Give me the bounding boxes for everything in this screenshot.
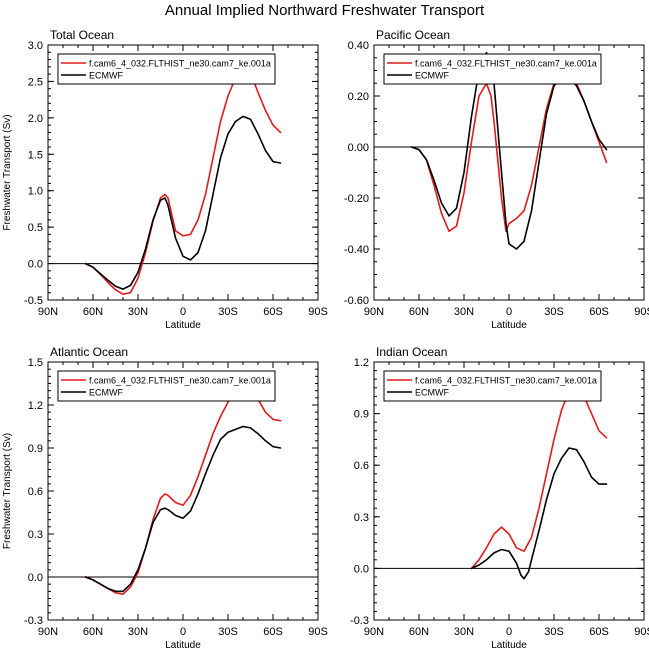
legend-box xyxy=(57,53,276,85)
y-tick-label: 1.5 xyxy=(28,357,43,369)
y-tick-label: 3.0 xyxy=(28,40,43,52)
x-tick-label: 60N xyxy=(83,626,103,638)
x-tick-label: 90N xyxy=(38,626,58,638)
y-tick-label: 0.0 xyxy=(354,563,369,575)
series-line-model xyxy=(470,385,608,570)
y-tick-label: 0.6 xyxy=(354,460,369,472)
x-tick-label: 30S xyxy=(544,306,564,318)
y-tick-label: 1.2 xyxy=(354,357,369,369)
x-axis-label: Latitude xyxy=(491,640,527,651)
legend-box xyxy=(383,53,602,85)
x-tick-label: 60S xyxy=(589,306,609,318)
series-line-ecmwf xyxy=(84,115,282,290)
y-tick-label: 0.9 xyxy=(354,409,369,421)
chart-panel-2: Pacific Ocean 90N 60N 30N 0 30S 60S 90S -0.60 -0.… xyxy=(344,28,649,331)
series-line-model xyxy=(410,72,608,232)
series-line-ecmwf xyxy=(84,425,282,593)
y-tick-label: -0.40 xyxy=(344,244,369,256)
legend-label-ecmwf: ECMWF xyxy=(415,71,449,81)
y-axis-label: Freshwater Transport (Sv) xyxy=(2,433,13,549)
y-tick-label: 1.2 xyxy=(28,400,43,412)
x-tick-label: 90S xyxy=(308,306,328,318)
y-axis-label: Freshwater Transport (Sv) xyxy=(2,114,13,230)
x-tick-label: 0 xyxy=(506,306,512,318)
legend-box xyxy=(57,370,276,402)
legend-label-model: f.cam6_4_032.FLTHIST_ne30.cam7_ke.001a xyxy=(89,376,271,386)
legend-label-model: f.cam6_4_032.FLTHIST_ne30.cam7_ke.001a xyxy=(415,59,597,69)
y-tick-label: 1.5 xyxy=(28,149,43,161)
x-axis-label: Latitude xyxy=(165,640,201,651)
legend-label-model: f.cam6_4_032.FLTHIST_ne30.cam7_ke.001a xyxy=(415,376,597,386)
x-tick-label: 60S xyxy=(589,626,609,638)
y-tick-label: 0.00 xyxy=(348,142,369,154)
y-tick-label: 0.9 xyxy=(28,443,43,455)
legend-box xyxy=(383,370,602,402)
legend: f.cam6_4_032.FLTHIST_ne30.cam7_ke.001a EC… xyxy=(57,370,276,402)
legend: f.cam6_4_032.FLTHIST_ne30.cam7_ke.001a EC… xyxy=(383,53,602,85)
y-tick-label: 0.40 xyxy=(348,40,369,52)
x-tick-label: 0 xyxy=(506,626,512,638)
y-tick-label: 0.0 xyxy=(28,572,43,584)
chart-panel-3: Atlantic Ocean 90N 60N 30N 0 30S 60S 90S -0.3 0.0… xyxy=(2,345,328,651)
x-tick-label: 60N xyxy=(409,626,429,638)
legend-label-ecmwf: ECMWF xyxy=(89,388,123,398)
legend: f.cam6_4_032.FLTHIST_ne30.cam7_ke.001a EC… xyxy=(383,370,602,402)
series-line-model xyxy=(84,67,282,295)
panel-title: Total Ocean xyxy=(50,28,114,42)
y-tick-label: 0.20 xyxy=(348,91,369,103)
panel-title: Atlantic Ocean xyxy=(50,345,128,359)
y-tick-label: 2.5 xyxy=(28,76,43,88)
x-tick-label: 30S xyxy=(544,626,564,638)
panel-title: Indian Ocean xyxy=(376,345,447,359)
x-tick-label: 60N xyxy=(83,306,103,318)
y-tick-label: 2.0 xyxy=(28,113,43,125)
legend-label-ecmwf: ECMWF xyxy=(415,388,449,398)
y-tick-label: -0.3 xyxy=(24,615,43,627)
y-tick-label: 0.3 xyxy=(28,529,43,541)
chart-panel-1: Total Ocean 90N 60N 30N 0 30S 60S 90S -0.5 0.0 0.5… xyxy=(2,28,328,331)
x-axis-label: Latitude xyxy=(165,320,201,331)
x-tick-label: 90S xyxy=(308,626,328,638)
x-tick-label: 30S xyxy=(218,306,238,318)
y-tick-label: 1.0 xyxy=(28,186,43,198)
y-tick-label: 0.0 xyxy=(28,259,43,271)
y-tick-label: 0.5 xyxy=(28,222,43,234)
x-tick-label: 90N xyxy=(364,306,384,318)
y-tick-label: 0.6 xyxy=(28,486,43,498)
legend-label-model: f.cam6_4_032.FLTHIST_ne30.cam7_ke.001a xyxy=(89,59,271,69)
y-tick-label: 0.3 xyxy=(354,512,369,524)
x-tick-label: 90N xyxy=(364,626,384,638)
x-tick-label: 30N xyxy=(454,626,474,638)
series-line-model xyxy=(84,384,282,595)
legend: f.cam6_4_032.FLTHIST_ne30.cam7_ke.001a EC… xyxy=(57,53,276,85)
x-tick-label: 60N xyxy=(409,306,429,318)
y-tick-label: -0.60 xyxy=(344,295,369,307)
x-axis-label: Latitude xyxy=(491,320,527,331)
x-tick-label: 90S xyxy=(634,306,649,318)
x-tick-label: 60S xyxy=(263,626,283,638)
x-tick-label: 30N xyxy=(128,306,148,318)
series-line-ecmwf xyxy=(470,447,608,580)
y-tick-label: -0.3 xyxy=(350,615,369,627)
x-tick-label: 0 xyxy=(180,306,186,318)
x-tick-label: 30S xyxy=(218,626,238,638)
legend-label-ecmwf: ECMWF xyxy=(89,71,123,81)
y-tick-label: -0.5 xyxy=(24,295,43,307)
x-tick-label: 30N xyxy=(128,626,148,638)
x-tick-label: 30N xyxy=(454,306,474,318)
x-tick-label: 90S xyxy=(634,626,649,638)
panel-title: Pacific Ocean xyxy=(376,28,450,42)
x-tick-label: 60S xyxy=(263,306,283,318)
x-tick-label: 90N xyxy=(38,306,58,318)
x-tick-label: 0 xyxy=(180,626,186,638)
figure-title: Annual Implied Northward Freshwater Tran… xyxy=(164,2,485,19)
chart-panel-4: Indian Ocean 90N 60N 30N 0 30S 60S 90S -0.3 0.0 0.… xyxy=(350,345,649,651)
y-tick-label: -0.20 xyxy=(344,193,369,205)
